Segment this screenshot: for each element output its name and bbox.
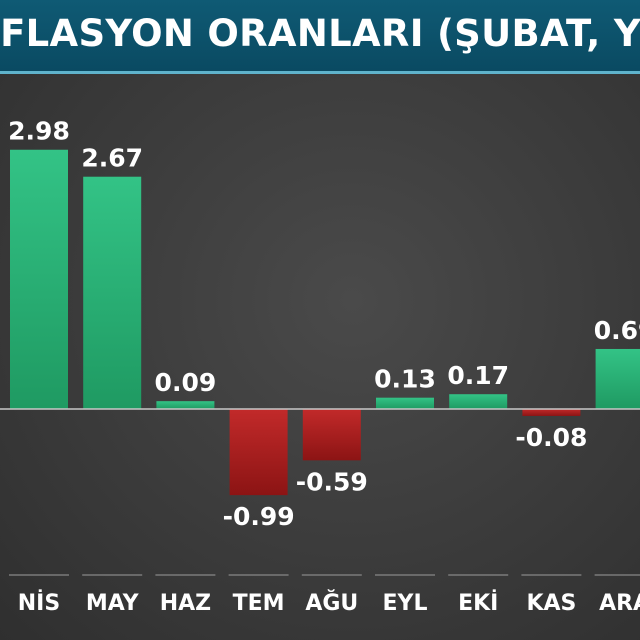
category-label-3: TEM bbox=[233, 591, 285, 616]
value-label-7: -0.08 bbox=[515, 423, 587, 452]
category-label-0: NİS bbox=[18, 590, 60, 616]
bar-4 bbox=[302, 409, 361, 461]
chart-title: IFLASYON ORANLARI (ŞUBAT, YURT İ bbox=[0, 12, 640, 55]
category-label-7: KAS bbox=[526, 591, 576, 616]
value-label-8: 0.69 bbox=[594, 316, 640, 345]
value-label-3: -0.99 bbox=[223, 502, 295, 531]
bar-6 bbox=[449, 394, 508, 409]
category-label-1: MAY bbox=[86, 591, 140, 616]
bar-5 bbox=[376, 397, 434, 409]
value-label-5: 0.13 bbox=[374, 365, 436, 394]
value-label-0: 2.98 bbox=[8, 117, 70, 146]
bar-3 bbox=[229, 409, 288, 496]
bar-8 bbox=[595, 348, 640, 409]
category-label-8: ARA bbox=[599, 591, 640, 616]
category-label-2: HAZ bbox=[160, 591, 211, 616]
value-label-2: 0.09 bbox=[155, 368, 217, 397]
category-label-5: EYL bbox=[383, 591, 428, 616]
bar-0 bbox=[10, 149, 68, 410]
value-label-1: 2.67 bbox=[81, 144, 143, 173]
category-label-6: EKİ bbox=[458, 590, 498, 616]
bar-1 bbox=[83, 176, 142, 409]
bar-7 bbox=[522, 409, 581, 416]
category-label-4: AĞU bbox=[305, 590, 358, 616]
value-label-6: 0.17 bbox=[447, 361, 509, 390]
bar-2 bbox=[156, 401, 215, 409]
value-label-4: -0.59 bbox=[296, 467, 368, 496]
chart-title-bar: IFLASYON ORANLARI (ŞUBAT, YURT İ bbox=[0, 0, 640, 74]
